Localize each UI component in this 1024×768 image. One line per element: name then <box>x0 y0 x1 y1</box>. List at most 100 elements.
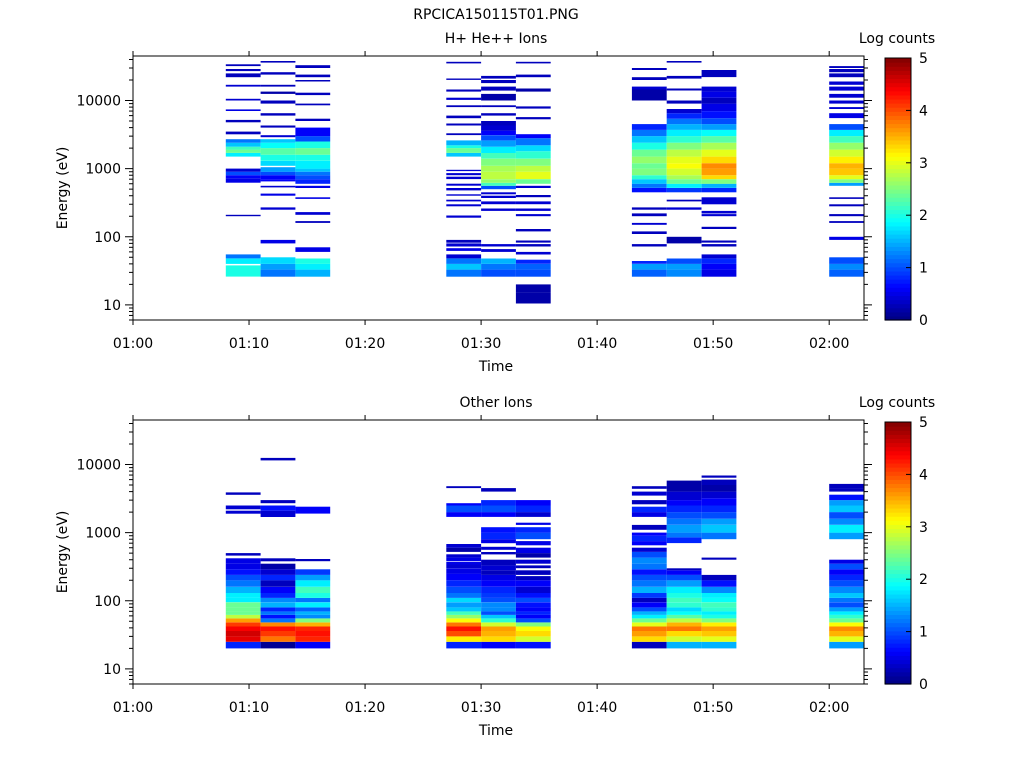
x-tick-label: 01:00 <box>113 336 153 352</box>
colorbar-swatch <box>885 630 911 636</box>
spectrogram-cell <box>631 124 667 130</box>
spectrogram-cell <box>515 611 551 615</box>
spectrogram-cell <box>225 558 261 564</box>
spectrogram-cell <box>515 602 551 608</box>
spectrogram-cell <box>481 158 516 166</box>
y-axis-label: Energy (eV) <box>55 147 71 230</box>
spectrogram-cell <box>260 61 296 63</box>
spectrogram-cell <box>666 113 702 119</box>
colorbar-swatch <box>885 119 911 125</box>
spectrogram-cell <box>666 269 702 277</box>
colorbar-swatch <box>885 135 911 141</box>
spectrogram-cell <box>631 574 667 581</box>
spectrogram-cell <box>515 134 551 139</box>
x-tick-label: 01:30 <box>461 336 501 352</box>
spectrogram-cell <box>225 98 261 101</box>
spectrogram-cell <box>481 165 516 172</box>
spectrogram-cell <box>481 75 516 79</box>
spectrogram-cell <box>446 618 482 623</box>
spectrogram-cell <box>666 136 702 143</box>
spectrogram-cell <box>515 201 551 205</box>
colorbar-swatch <box>885 655 911 661</box>
spectrogram-cell <box>225 631 261 637</box>
spectrogram-cell <box>260 618 296 623</box>
spectrogram-cell <box>481 125 516 131</box>
spectrogram-cell <box>701 524 737 533</box>
spectrogram-cell <box>481 570 516 575</box>
colorbar-swatch <box>885 229 911 235</box>
spectrogram-cell <box>446 486 482 489</box>
spectrogram-cell <box>225 626 261 631</box>
colorbar-swatch <box>885 217 911 223</box>
colorbar-swatch <box>885 495 911 501</box>
spectrogram-cell <box>829 532 864 540</box>
spectrogram-cell <box>515 269 551 277</box>
spectrogram-cell <box>225 607 261 612</box>
spectrogram-cell <box>260 100 296 104</box>
spectrogram-cell <box>829 179 864 183</box>
colorbar-swatch <box>885 262 911 268</box>
spectrogram-cell <box>666 88 702 91</box>
spectrogram-cell <box>446 123 482 126</box>
spectrogram-cell <box>515 636 551 642</box>
spectrogram-cell <box>701 498 737 506</box>
colorbar-swatch <box>885 422 911 427</box>
spectrogram-cell <box>701 97 737 104</box>
spectrogram-cell <box>701 491 737 499</box>
spectrogram-cell <box>631 552 667 558</box>
spectrogram-cell <box>666 188 702 193</box>
spectrogram-cell <box>829 494 864 501</box>
x-tick-label: 02:00 <box>809 700 849 716</box>
spectrogram-cell <box>631 77 667 80</box>
colorbar-swatch <box>885 634 911 640</box>
colorbar-swatch <box>885 148 911 153</box>
spectrogram-cell <box>515 240 551 243</box>
spectrogram-cell <box>260 193 296 196</box>
spectrogram-cell <box>295 127 331 137</box>
spectrogram-cell <box>295 171 331 176</box>
spectrogram-cell <box>701 512 737 519</box>
spectrogram-cell <box>829 149 864 157</box>
spectrogram-cell <box>701 611 737 615</box>
spectrogram-cell <box>446 641 482 649</box>
spectrogram-cell <box>225 131 261 135</box>
x-tick-label: 01:40 <box>577 336 617 352</box>
colorbar-swatch <box>885 565 911 570</box>
spectrogram-cell <box>701 618 737 623</box>
spectrogram-cell <box>446 140 482 146</box>
spectrogram-cell <box>515 614 551 619</box>
spectrogram-cell <box>666 512 702 519</box>
spectrogram-cell <box>631 535 667 542</box>
spectrogram-cell <box>515 512 551 517</box>
spectrogram-cell <box>701 124 737 130</box>
spectrogram-cell <box>829 611 864 615</box>
spectrogram-cell <box>481 140 516 147</box>
spectrogram-cell <box>481 532 516 540</box>
colorbar-swatch <box>885 679 911 685</box>
spectrogram-cell <box>225 171 261 176</box>
spectrogram-cell <box>631 149 667 157</box>
spectrogram-cell <box>260 139 296 143</box>
spectrogram-cell <box>515 505 551 513</box>
spectrogram-cell <box>446 564 482 569</box>
colorbar-tick-label: 0 <box>919 313 928 329</box>
colorbar-swatch <box>885 279 911 284</box>
spectrogram-cell <box>295 607 331 612</box>
spectrogram-cell <box>701 86 737 92</box>
spectrogram-cell <box>260 263 296 270</box>
colorbar-swatch <box>885 266 911 272</box>
spectrogram-cell <box>260 179 296 182</box>
spectrogram-cell <box>666 258 702 264</box>
spectrogram-cell <box>225 574 261 581</box>
colorbar-swatch <box>885 168 911 174</box>
spectrogram-cell <box>515 195 551 198</box>
colorbar-swatch <box>885 585 911 591</box>
spectrogram-cell <box>701 149 737 157</box>
colorbar-swatch <box>885 238 911 243</box>
spectrogram-cell <box>666 505 702 513</box>
colorbar-tick-label: 3 <box>919 520 928 536</box>
spectrogram-cell <box>446 115 482 119</box>
spectrogram-cell <box>446 269 482 277</box>
spectrogram-cell <box>225 618 261 623</box>
colorbar-swatch <box>885 86 911 92</box>
